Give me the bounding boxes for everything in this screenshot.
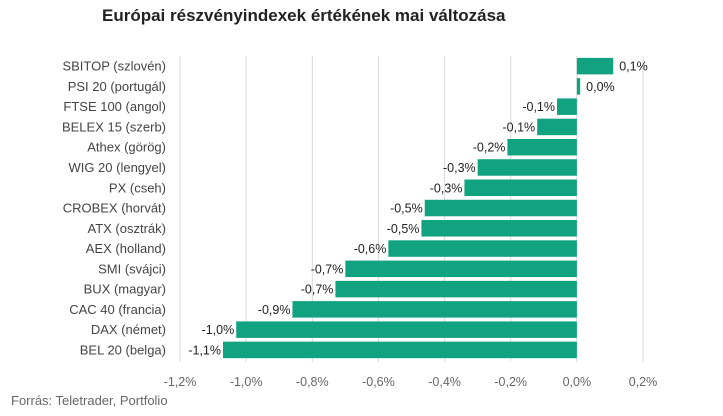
source-note: Forrás: Teletrader, Portfolio	[11, 393, 168, 408]
category-label: PSI 20 (portugál)	[68, 79, 166, 94]
value-label: -1,1%	[188, 343, 221, 357]
category-label: Athex (görög)	[87, 140, 166, 155]
category-labels: SBITOP (szlovén) PSI 20 (portugál) FTSE 10…	[62, 59, 166, 358]
category-label: BUX (magyar)	[84, 282, 166, 297]
value-label: 0,1%	[619, 60, 648, 74]
bar	[335, 280, 577, 298]
value-label: -0,5%	[387, 222, 420, 236]
value-label: -1,0%	[202, 323, 235, 337]
value-label: -0,1%	[522, 100, 555, 114]
bar	[507, 138, 577, 156]
bar	[236, 321, 577, 338]
category-label: SBITOP (szlovén)	[62, 59, 166, 74]
value-label: -0,2%	[473, 141, 506, 155]
value-label: -0,5%	[390, 202, 423, 216]
value-label: -0,9%	[258, 303, 291, 317]
x-tick-label: -0,8%	[296, 375, 329, 389]
category-label: FTSE 100 (angol)	[63, 99, 166, 114]
bars	[222, 57, 614, 359]
x-tick-label: -1,0%	[230, 375, 263, 389]
bar	[557, 98, 577, 115]
bar	[222, 341, 577, 359]
bar	[292, 301, 577, 318]
x-tick-label: 0,0%	[563, 375, 592, 389]
value-label: -0,6%	[354, 242, 387, 256]
x-tick-label: -0,2%	[494, 375, 527, 389]
bar	[424, 199, 577, 217]
value-label: -0,7%	[311, 262, 344, 276]
bar	[537, 118, 577, 136]
x-tick-label: -0,4%	[428, 375, 461, 389]
category-label: SMI (svájci)	[98, 261, 166, 276]
value-label: -0,1%	[503, 120, 536, 134]
bar	[345, 260, 577, 278]
category-label: WIG 20 (lengyel)	[68, 160, 166, 175]
category-label: CAC 40 (francia)	[69, 302, 166, 317]
value-label: -0,3%	[430, 181, 463, 195]
category-label: DAX (német)	[91, 322, 166, 337]
value-label: -0,7%	[301, 283, 334, 297]
value-label: -0,3%	[443, 161, 476, 175]
category-label: PX (cseh)	[109, 180, 166, 195]
category-label: ATX (osztrák)	[88, 221, 167, 236]
x-tick-label: -0,6%	[362, 375, 395, 389]
value-label: 0,0%	[586, 80, 615, 94]
x-axis-ticks: -1,2% -1,0% -0,8% -0,6% -0,4% -0,2% 0,0% 0,2%	[164, 375, 658, 389]
value-labels: 0,1%0,0%-0,1%-0,1%-0,2%-0,3%-0,3%-0,5%-0…	[188, 60, 647, 358]
category-label: AEX (holland)	[86, 241, 166, 256]
bar	[464, 179, 577, 197]
bar	[388, 240, 577, 257]
category-label: BELEX 15 (szerb)	[62, 119, 166, 134]
x-tick-label: 0,2%	[629, 375, 658, 389]
bar	[576, 57, 614, 75]
bar	[477, 159, 577, 176]
category-label: BEL 20 (belga)	[80, 342, 166, 357]
bar	[421, 220, 577, 237]
chart-title: Európai részvényindexek értékének mai vá…	[102, 6, 506, 25]
category-label: CROBEX (horvát)	[63, 201, 166, 216]
bar	[576, 78, 581, 95]
x-tick-label: -1,2%	[164, 375, 197, 389]
